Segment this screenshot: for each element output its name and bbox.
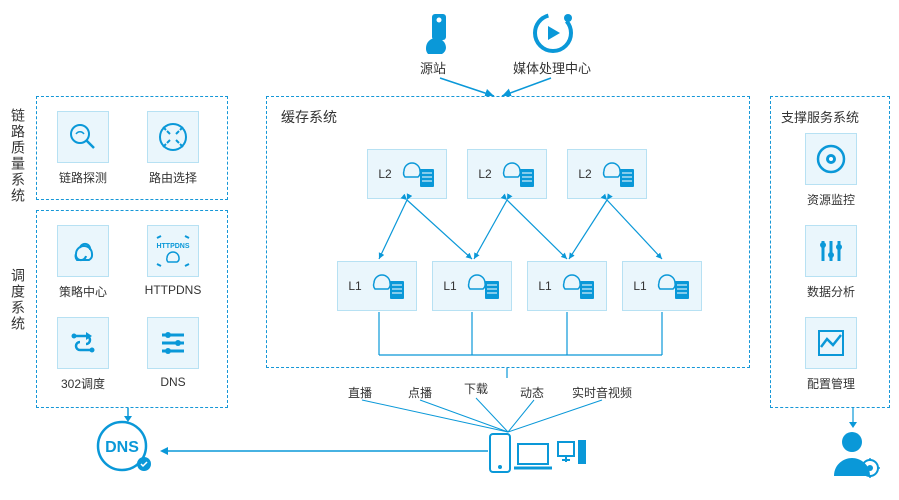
monitor-icon xyxy=(805,133,857,185)
service-fan-edges xyxy=(0,0,899,500)
monitor-label: 资源监控 xyxy=(796,191,866,208)
analytics-icon xyxy=(805,225,857,277)
support-title: 支撑服务系统 xyxy=(781,107,889,126)
config-icon xyxy=(805,317,857,369)
analytics-label: 数据分析 xyxy=(796,283,866,300)
support-group: 支撑服务系统 资源监控 数据分析 配置管理 xyxy=(770,96,890,408)
admin-user-icon xyxy=(830,428,884,482)
devices-icon xyxy=(488,430,588,478)
support-to-admin-edge xyxy=(848,408,858,430)
config-label: 配置管理 xyxy=(796,375,866,392)
